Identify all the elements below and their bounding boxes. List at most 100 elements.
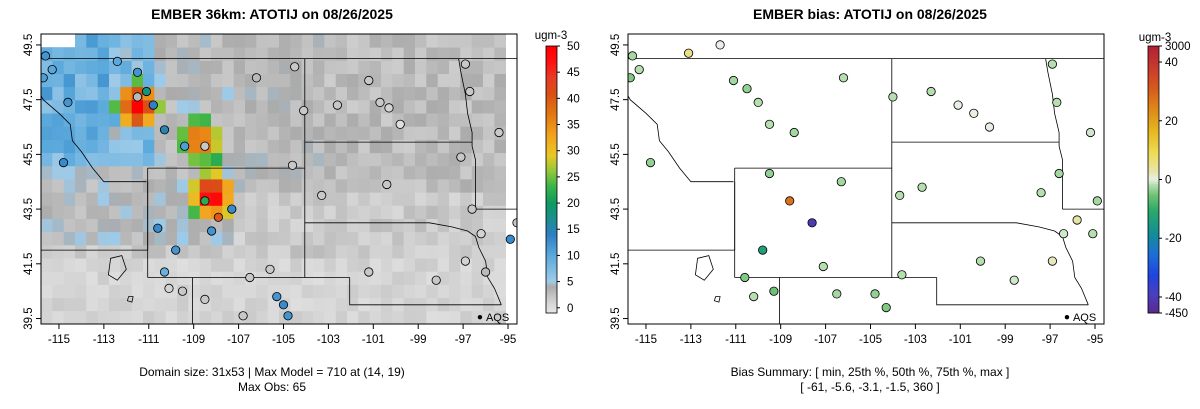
model-cell [381, 60, 393, 74]
model-cell [63, 231, 76, 246]
model-cell [381, 218, 393, 233]
model-cell [381, 165, 393, 180]
observation-point [395, 119, 405, 129]
model-cell [358, 231, 370, 246]
model-cell [97, 258, 110, 272]
bias-point [926, 86, 936, 97]
colorbar-segment [546, 117, 557, 120]
model-cell [120, 47, 132, 61]
model-cell [279, 258, 291, 272]
colorbar-segment [546, 157, 557, 160]
colorbar-segment [1148, 308, 1159, 312]
colorbar-segment [1148, 190, 1159, 194]
colorbar-segment [546, 103, 557, 107]
model-cell [313, 73, 325, 88]
bias-footer-line1: Bias Summary: [ min, 25th %, 50th %, 75t… [731, 365, 1010, 379]
model-x-tick-label: -97 [455, 334, 472, 346]
model-cell [256, 73, 268, 88]
colorbar-segment [1148, 70, 1159, 74]
model-cell [245, 165, 257, 180]
model-cell [313, 231, 325, 246]
model-cell [347, 126, 359, 140]
model-cell [63, 73, 76, 88]
model-cell [324, 47, 336, 61]
model-cell [324, 34, 336, 48]
model-cell [369, 284, 382, 299]
model-cell [222, 179, 234, 193]
model-cell [120, 192, 132, 206]
model-cell [358, 99, 370, 114]
model-cell [143, 284, 155, 299]
model-cell [279, 86, 291, 101]
model-cell [392, 152, 404, 167]
model-cell [199, 271, 212, 285]
model-cell [483, 310, 495, 324]
colorbar-segment [1148, 175, 1159, 178]
bias-x-tick-label: -95 [1087, 334, 1104, 346]
model-cell [381, 284, 393, 299]
model-cell [52, 218, 64, 233]
model-cell [97, 218, 110, 233]
colorbar-segment [546, 141, 557, 145]
observation-point [283, 311, 293, 321]
colorbar-segment [546, 212, 557, 216]
model-cell [75, 218, 87, 233]
model-cell [211, 192, 223, 206]
model-cell [188, 231, 200, 246]
model-cell [324, 165, 336, 180]
model-cell [347, 86, 359, 101]
model-cell [143, 231, 155, 246]
colorbar-segment [546, 224, 557, 227]
model-cell [267, 34, 280, 48]
colorbar-segment [1148, 286, 1159, 289]
model-cell [471, 113, 484, 127]
model-cell [267, 258, 280, 272]
colorbar-segment [546, 170, 557, 174]
model-cell [449, 284, 461, 299]
model-cell [290, 284, 302, 299]
model-cell [256, 297, 268, 312]
model-cell [494, 113, 506, 127]
colorbar-tick-label: 5 [567, 277, 573, 289]
model-cell [233, 244, 246, 259]
colorbar-tick-label: -40 [1165, 292, 1182, 304]
observation-point [159, 125, 170, 135]
model-cell [86, 205, 98, 219]
model-cell [324, 231, 336, 246]
observation-point [132, 92, 143, 102]
model-cell [211, 258, 223, 272]
model-cell [211, 47, 223, 61]
model-cell [245, 126, 257, 140]
observation-point [494, 127, 504, 138]
model-cell [437, 271, 450, 285]
model-cell [211, 152, 223, 167]
model-x-tick-label: -95 [500, 334, 517, 346]
bias-point [785, 196, 795, 206]
model-cell [165, 60, 178, 74]
model-cell [177, 310, 189, 324]
model-cell [324, 179, 336, 193]
model-cell [143, 244, 155, 259]
model-cell [52, 284, 64, 299]
model-cell [335, 165, 348, 180]
model-cell [131, 297, 144, 312]
model-cell [403, 179, 416, 193]
model-cell [460, 165, 472, 180]
model-cell [301, 152, 314, 167]
model-cell [437, 86, 450, 101]
model-cell [222, 271, 234, 285]
model-cell [233, 86, 246, 101]
bias-x-tick-label: -97 [1042, 334, 1059, 346]
model-cell [437, 258, 450, 272]
observation-point [364, 75, 374, 86]
model-cell [63, 47, 76, 61]
model-cell [471, 231, 484, 246]
model-cell [143, 126, 155, 140]
colorbar-segment [1148, 281, 1159, 285]
colorbar-segment [1148, 203, 1159, 207]
model-cell [392, 192, 404, 206]
model-cell [233, 152, 246, 167]
model-cell [392, 126, 404, 140]
bias-x-tick-label: -105 [859, 334, 882, 346]
model-cell [109, 218, 121, 233]
